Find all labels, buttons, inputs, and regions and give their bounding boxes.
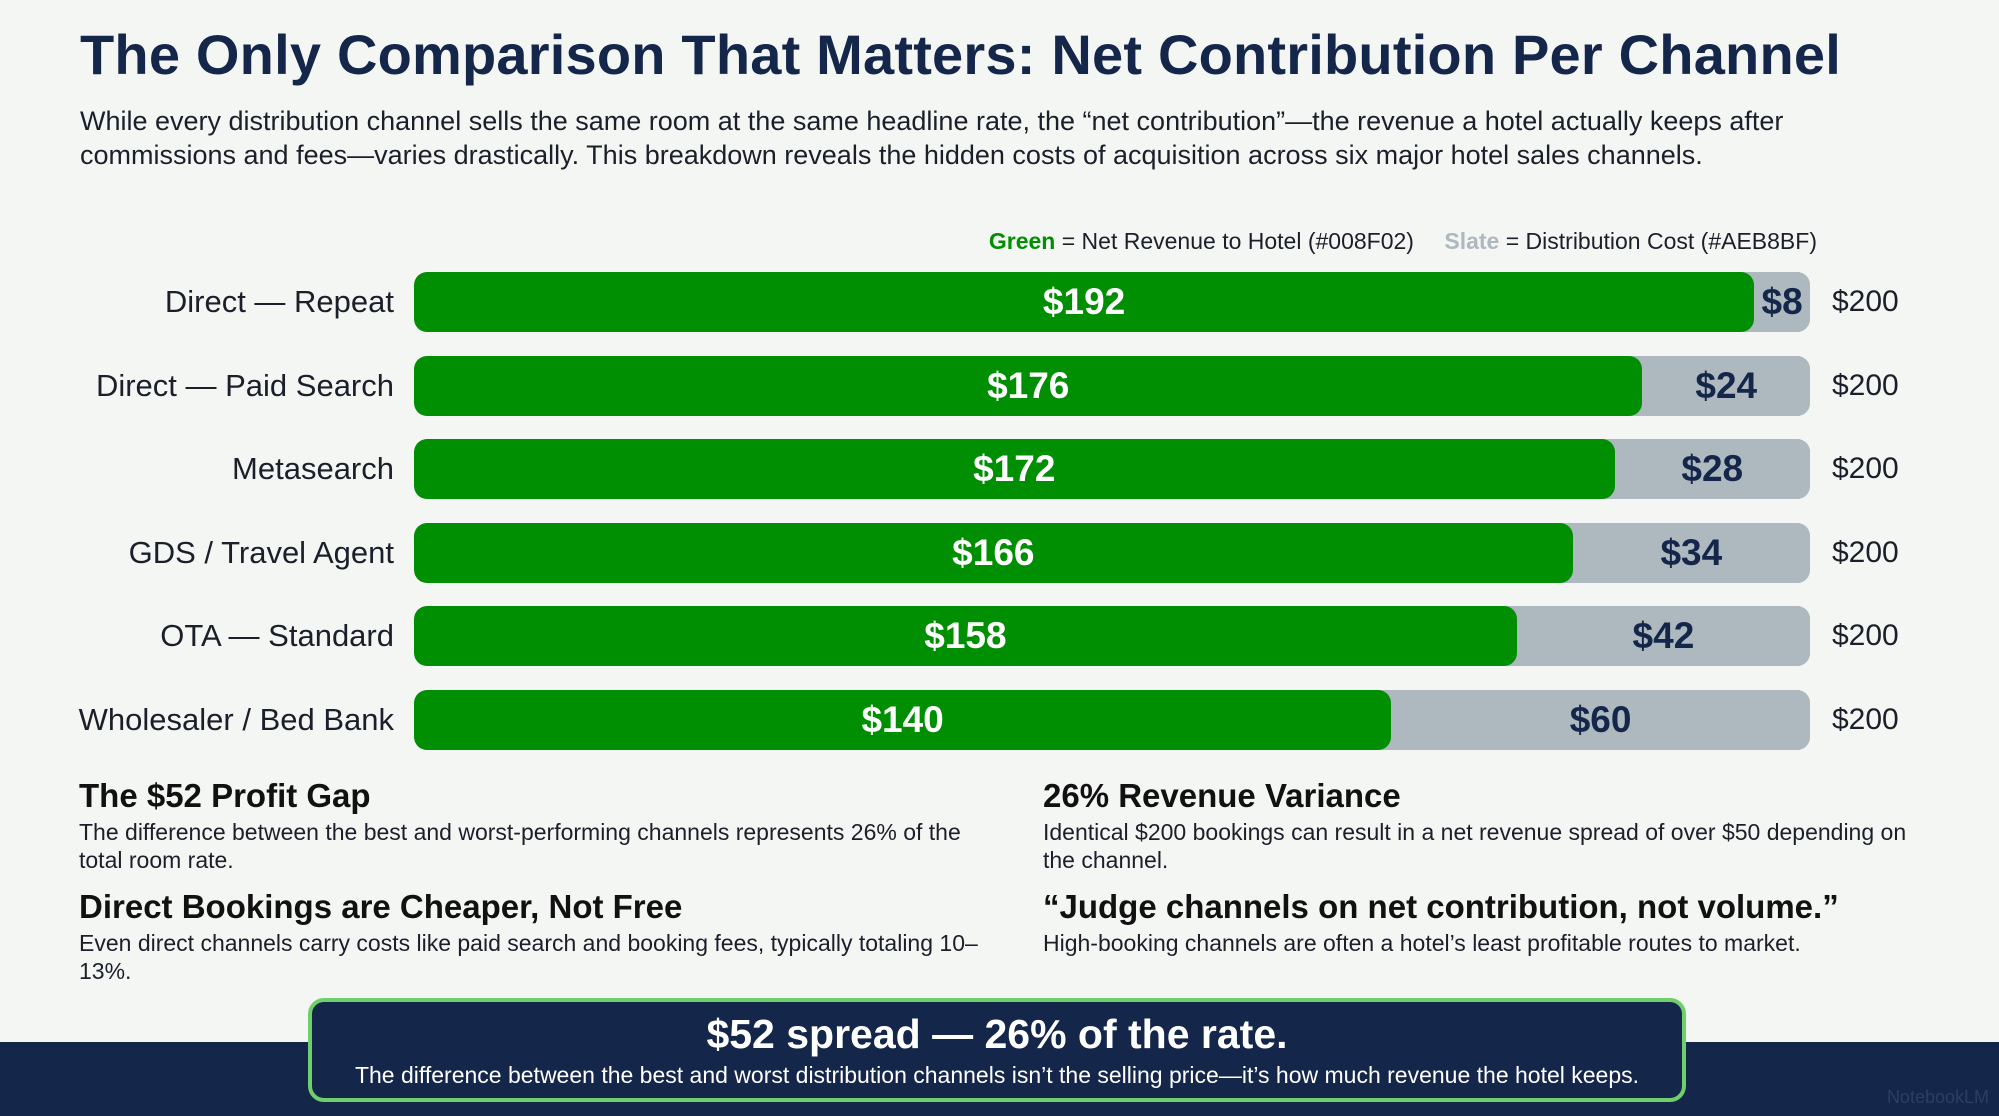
bar-total-label: $200	[1832, 285, 1899, 318]
page-subtitle: While every distribution channel sells t…	[80, 106, 1784, 170]
category-label: Metasearch	[232, 451, 394, 486]
insight-direct-bookings: Direct Bookings are Cheaper, Not Free Ev…	[79, 887, 979, 985]
bar-track: $42 $158	[414, 606, 1810, 666]
bar-net-revenue: $140	[414, 689, 1392, 750]
summary-callout: $52 spread — 26% of the rate. The differ…	[308, 998, 1686, 1102]
bar-net-revenue: $158	[414, 606, 1517, 666]
category-label: GDS / Travel Agent	[128, 534, 394, 570]
bar-distribution-cost: $34	[1572, 522, 1810, 583]
bar-net-revenue: $176	[414, 355, 1643, 416]
bar-total-label: $200	[1832, 702, 1899, 736]
bar-track: $60 $140	[414, 689, 1810, 750]
bar-net-revenue: $172	[414, 439, 1615, 499]
page-title: The Only Comparison That Matters: Net Co…	[80, 23, 1841, 86]
insight-heading: 26% Revenue Variance	[1043, 777, 1401, 814]
bar-row: Direct — Repeat $8 $192 $200	[0, 272, 1999, 332]
bar-row: Metasearch $28 $172 $200	[0, 439, 1999, 499]
insight-body: Identical $200 bookings can result in a …	[1043, 819, 1907, 873]
bar-row: Direct — Paid Search $24 $176 $200	[0, 355, 1999, 416]
chart-legend: Green = Net Revenue to Hotel (#008F02) S…	[989, 228, 1817, 255]
insight-body: Even direct channels carry costs like pa…	[79, 930, 978, 984]
bar-row: OTA — Standard $42 $158 $200	[0, 606, 1999, 666]
legend-green-text: = Net Revenue to Hotel (#008F02)	[1055, 228, 1414, 254]
bar-row: Wholesaler / Bed Bank $60 $140 $200	[0, 689, 1999, 750]
bar-track: $24 $176	[414, 355, 1810, 416]
legend-slate-word: Slate	[1444, 228, 1500, 254]
bar-net-revenue: $166	[414, 522, 1573, 583]
category-label: OTA — Standard	[160, 618, 394, 653]
bar-total-label: $200	[1832, 535, 1899, 569]
bar-track: $28 $172	[414, 439, 1810, 499]
insight-heading: Direct Bookings are Cheaper, Not Free	[79, 888, 683, 925]
stacked-bar-chart: Direct — Repeat $8 $192 $200 Direct — Paid S…	[0, 272, 1999, 750]
bar-total-label: $200	[1832, 368, 1899, 402]
category-label: Direct — Paid Search	[95, 367, 394, 403]
legend-green-word: Green	[988, 228, 1056, 254]
bar-distribution-cost: $24	[1642, 355, 1810, 416]
insight-revenue-variance: 26% Revenue Variance Identical $200 book…	[1043, 776, 1943, 874]
bar-distribution-cost: $42	[1516, 606, 1810, 666]
insight-body: The difference between the best and wors…	[79, 819, 961, 873]
bar-track: $34 $166	[414, 522, 1810, 583]
bar-total-label: $200	[1832, 619, 1899, 652]
callout-subtext: The difference between the best and wors…	[354, 1062, 1640, 1088]
legend-slate-text: = Distribution Cost (#AEB8BF)	[1499, 228, 1817, 254]
bar-row: GDS / Travel Agent $34 $166 $200	[0, 522, 1999, 583]
bar-distribution-cost: $60	[1391, 689, 1810, 750]
callout-headline: $52 spread — 26% of the rate.	[706, 1011, 1288, 1057]
category-label: Wholesaler / Bed Bank	[78, 701, 394, 737]
bar-distribution-cost: $8	[1754, 272, 1810, 332]
bar-track: $8 $192	[414, 272, 1810, 332]
watermark: NotebookLM	[1886, 1087, 1989, 1107]
insight-quote: “Judge channels on net contribution, not…	[1043, 887, 1943, 957]
bar-net-revenue: $192	[414, 272, 1755, 332]
bar-total-label: $200	[1832, 452, 1899, 485]
insight-profit-gap: The $52 Profit Gap The difference betwee…	[79, 776, 979, 874]
bar-distribution-cost: $28	[1614, 439, 1810, 499]
insight-heading: “Judge channels on net contribution, not…	[1043, 888, 1839, 925]
insight-heading: The $52 Profit Gap	[79, 777, 371, 814]
category-label: Direct — Repeat	[164, 284, 394, 319]
insight-body: High-booking channels are often a hotel’…	[1043, 930, 1801, 956]
